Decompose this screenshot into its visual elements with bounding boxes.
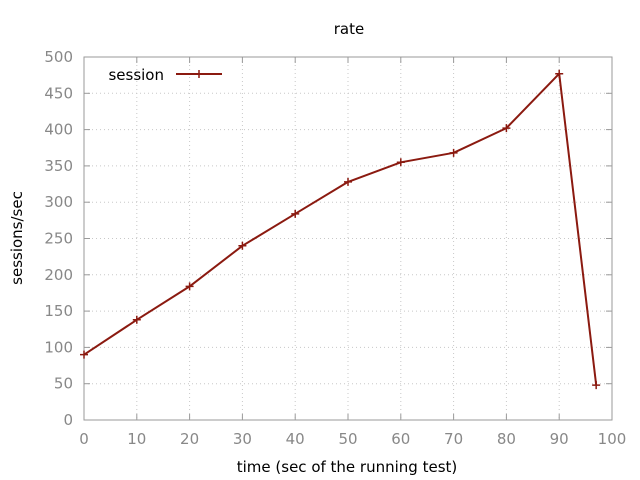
legend-label-session: session (108, 66, 164, 84)
data-point (291, 209, 300, 218)
data-point (344, 177, 352, 186)
y-tick-label: 150 (44, 302, 73, 320)
y-tick-label: 0 (63, 411, 73, 429)
x-tick-label: 30 (233, 430, 252, 448)
x-tick-label: 60 (391, 430, 410, 448)
data-point (502, 124, 511, 133)
x-tick-label: 80 (497, 430, 516, 448)
y-tick-label: 450 (44, 84, 73, 102)
grid-lines (84, 57, 612, 420)
data-point (449, 148, 458, 157)
data-point (238, 241, 247, 250)
y-tick-label: 300 (44, 193, 73, 211)
y-tick-label: 50 (54, 375, 73, 393)
x-tick-label: 100 (598, 430, 627, 448)
data-point (592, 381, 601, 390)
series-layer (80, 69, 601, 390)
y-tick-label: 250 (44, 230, 73, 248)
y-tick-label: 400 (44, 121, 73, 139)
x-tick-label: 70 (444, 430, 463, 448)
data-point (185, 282, 194, 291)
axis-ticks: 0 50 100 150 200 250 300 350 400 450 500 0 10 20 30 40 5… (44, 48, 626, 448)
x-tick-label: 40 (286, 430, 305, 448)
y-axis-label: sessions/sec (8, 191, 26, 285)
y-tick-label: 200 (44, 266, 73, 284)
y-tick-label: 500 (44, 48, 73, 66)
data-point (396, 158, 405, 167)
data-point (132, 315, 141, 324)
x-tick-label: 90 (550, 430, 569, 448)
y-tick-label: 100 (44, 338, 73, 356)
x-tick-label: 20 (180, 430, 199, 448)
x-tick-label: 0 (79, 430, 89, 448)
x-tick-label: 10 (127, 430, 146, 448)
legend: session (108, 66, 222, 84)
chart-title: rate (334, 20, 364, 38)
x-axis-label: time (sec of the running test) (237, 458, 458, 476)
y-tick-label: 350 (44, 157, 73, 175)
legend-marker-session (195, 70, 203, 78)
series-line-session (83, 72, 598, 386)
data-point (80, 350, 88, 359)
data-point (555, 69, 564, 78)
x-tick-label: 50 (338, 430, 357, 448)
